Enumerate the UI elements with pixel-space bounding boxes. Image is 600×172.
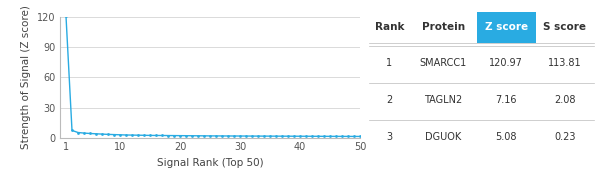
Bar: [477, 12, 536, 43]
Text: 113.81: 113.81: [548, 58, 581, 68]
Text: 3: 3: [386, 132, 392, 142]
Text: 2: 2: [386, 95, 392, 105]
X-axis label: Signal Rank (Top 50): Signal Rank (Top 50): [157, 158, 263, 168]
Text: TAGLN2: TAGLN2: [424, 95, 463, 105]
Text: Protein: Protein: [422, 22, 465, 32]
Text: DGUOK: DGUOK: [425, 132, 461, 142]
Text: 5.08: 5.08: [496, 132, 517, 142]
Y-axis label: Strength of Signal (Z score): Strength of Signal (Z score): [21, 6, 31, 149]
Text: 1: 1: [386, 58, 392, 68]
Text: 7.16: 7.16: [496, 95, 517, 105]
Text: S score: S score: [543, 22, 586, 32]
Text: Z score: Z score: [485, 22, 528, 32]
Text: 120.97: 120.97: [490, 58, 523, 68]
Text: SMARCC1: SMARCC1: [419, 58, 467, 68]
Text: 0.23: 0.23: [554, 132, 575, 142]
Text: 2.08: 2.08: [554, 95, 575, 105]
Text: Rank: Rank: [374, 22, 404, 32]
